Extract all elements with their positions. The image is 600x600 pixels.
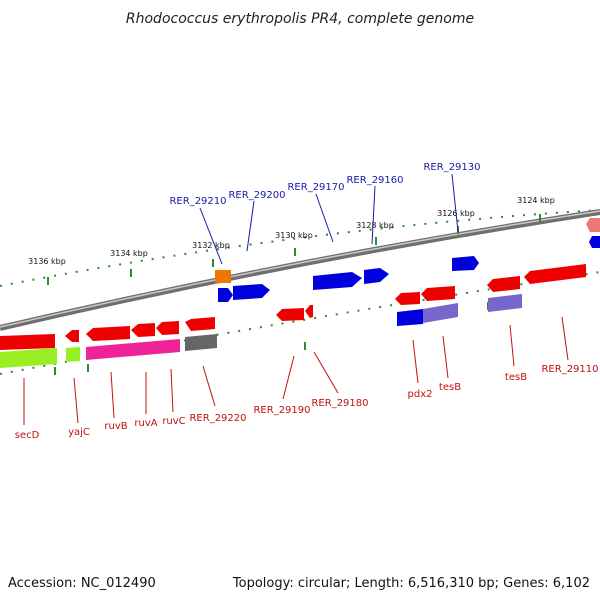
genome-backbone — [0, 209, 600, 331]
label-leader — [561, 316, 569, 361]
genome-backbone-highlight — [0, 210, 600, 328]
scale-tick-label: 3128 kbp — [356, 221, 394, 230]
label-leader — [315, 193, 334, 243]
gene-label[interactable]: ruvA — [134, 418, 157, 429]
genes-top — [215, 218, 600, 302]
gene-red[interactable] — [395, 292, 420, 305]
label-leader — [313, 351, 339, 394]
gene-red[interactable] — [421, 286, 455, 301]
gene-label[interactable]: RER_29210 — [169, 196, 226, 207]
genome-summary-text: Topology: circular; Length: 6,516,310 bp… — [232, 576, 590, 591]
gene-pink[interactable] — [586, 218, 600, 232]
gene-gray[interactable] — [185, 334, 217, 351]
gene-label[interactable]: RER_29180 — [311, 398, 368, 409]
gene-label[interactable]: RER_29190 — [253, 405, 310, 416]
gene-red[interactable] — [305, 305, 313, 318]
gene-red[interactable] — [156, 321, 179, 335]
gene-label[interactable]: tesB — [505, 372, 527, 383]
gene-label[interactable]: RER_29220 — [189, 413, 246, 424]
gene-label[interactable]: secD — [15, 430, 40, 441]
gene-red[interactable] — [185, 317, 215, 331]
label-leader — [451, 173, 459, 233]
label-leader — [412, 339, 419, 384]
gene-red[interactable] — [86, 326, 130, 341]
scale-tick-label: 3134 kbp — [110, 249, 148, 258]
label-leader — [246, 200, 255, 252]
gene-label[interactable]: RER_29110 — [541, 364, 598, 375]
gene-lavender[interactable] — [423, 303, 458, 323]
label-leader — [282, 355, 295, 400]
gene-blue[interactable] — [313, 272, 362, 290]
gene-red[interactable] — [0, 334, 55, 350]
labels-bottom: secD yajC ruvB ruvA ruvC RER_29220 RER_2… — [15, 316, 599, 441]
scale-tick-label: 3132 kbp — [192, 241, 230, 250]
label-leader — [202, 365, 216, 407]
gene-red[interactable] — [65, 330, 79, 342]
gene-red[interactable] — [487, 276, 520, 292]
gene-red[interactable] — [131, 323, 155, 337]
map-title: Rhodococcus erythropolis PR4, complete g… — [126, 11, 474, 27]
label-leader — [509, 324, 515, 367]
genes-bottom — [0, 264, 586, 368]
gene-label[interactable]: ruvB — [104, 421, 127, 432]
scale-tick-label: 3124 kbp — [517, 196, 555, 205]
gene-blue[interactable] — [233, 284, 270, 300]
gene-label[interactable]: tesB — [439, 382, 461, 393]
gene-lime[interactable] — [66, 347, 80, 362]
label-leader — [442, 335, 449, 379]
gene-orange[interactable] — [215, 270, 231, 283]
gene-lime[interactable] — [0, 348, 57, 368]
scale-tick-label: 3130 kbp — [275, 231, 313, 240]
gene-magenta[interactable] — [86, 339, 180, 360]
outer-tick-track — [0, 209, 600, 287]
accession-text: Accession: NC_012490 — [8, 576, 156, 591]
gene-lavender[interactable] — [488, 294, 522, 312]
label-leader — [199, 207, 223, 265]
gene-blue[interactable] — [452, 256, 479, 271]
gene-label[interactable]: RER_29160 — [346, 175, 403, 186]
gene-blue[interactable] — [218, 288, 233, 302]
gene-red[interactable] — [524, 264, 586, 284]
label-leader — [110, 371, 115, 419]
label-leader — [73, 377, 79, 424]
gene-label[interactable]: yajC — [68, 427, 90, 438]
label-leader — [371, 185, 376, 245]
labels-top: RER_29130 RER_29160 RER_29170 RER_29200 … — [169, 162, 481, 265]
gene-blue[interactable] — [397, 309, 423, 326]
gene-label[interactable]: ruvC — [162, 416, 185, 427]
gene-blue[interactable] — [589, 236, 600, 248]
gene-label[interactable]: RER_29170 — [287, 182, 344, 193]
gene-blue[interactable] — [364, 268, 389, 284]
gene-label[interactable]: RER_29200 — [228, 190, 285, 201]
label-leader — [170, 368, 174, 413]
gene-label[interactable]: RER_29130 — [423, 162, 480, 173]
gene-red[interactable] — [276, 308, 304, 321]
gene-label[interactable]: pdx2 — [408, 389, 433, 400]
scale-tick-label: 3136 kbp — [28, 257, 66, 266]
